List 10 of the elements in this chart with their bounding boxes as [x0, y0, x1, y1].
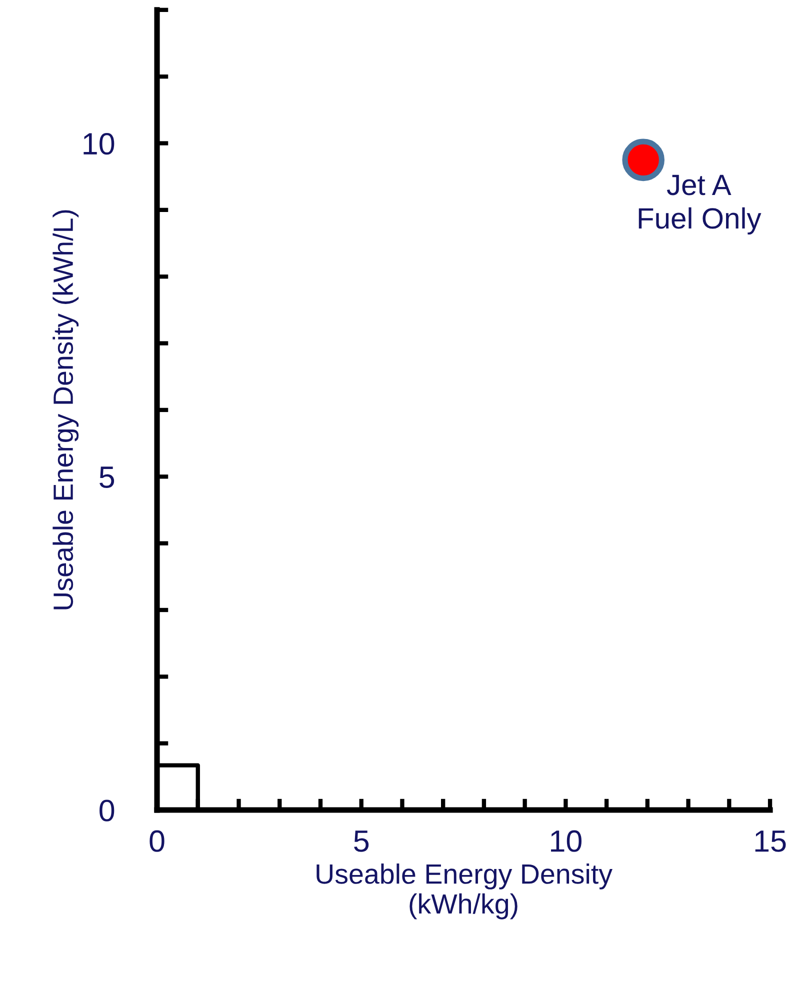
y-tick-label: 5: [100, 466, 114, 488]
x-tick-label: 15: [755, 830, 786, 852]
y-tick-label: 0: [100, 800, 114, 822]
annotation: Jet A Fuel Only: [638, 174, 762, 235]
x-tick-label: 10: [551, 830, 582, 852]
y-axis-title: Useable Energy Density (kWh/L): [52, 210, 79, 610]
y-tick-label: 10: [84, 132, 114, 155]
x-tick-label: 5: [354, 830, 369, 852]
x-tick-label: 0: [150, 830, 164, 852]
x-axis-title: Useable Energy Density (kWh/kg): [316, 864, 612, 920]
